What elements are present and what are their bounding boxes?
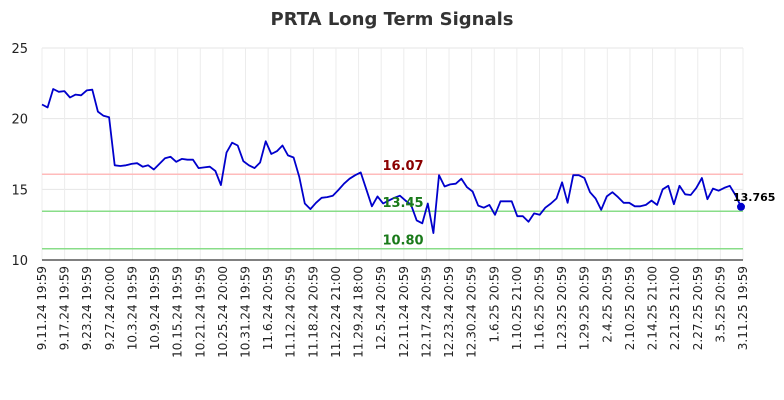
x-tick-label: 11.6.24 20:59	[261, 266, 275, 350]
x-tick-label: 1.29.25 20:59	[578, 266, 592, 350]
reference-line-label: 13.45	[382, 196, 423, 211]
x-axis-ticks: 9.11.24 19:59 9.17.24 19:59 9.23.24 19:59 9…	[35, 266, 750, 358]
reference-lines	[42, 173, 743, 250]
x-tick-label: 10.15.24 19:59	[171, 266, 185, 358]
x-tick-label: 9.11.24 19:59	[35, 266, 49, 350]
grid	[41, 47, 744, 261]
x-tick-label: 11.12.24 20:59	[284, 266, 298, 358]
x-tick-label: 10.25.24 20:00	[216, 266, 230, 358]
x-tick-label: 10.3.24 19:59	[125, 266, 139, 350]
last-value-label: 13.765	[733, 191, 775, 204]
x-tick-label: 12.5.24 20:59	[374, 266, 388, 350]
y-tick-label: 15	[11, 183, 28, 198]
x-tick-label: 1.23.25 20:59	[555, 266, 569, 350]
last-point-marker	[737, 202, 745, 211]
y-axis-ticks: 10 15 20 25	[11, 42, 28, 269]
x-tick-label: 9.17.24 19:59	[58, 266, 72, 350]
x-tick-label: 11.18.24 20:59	[306, 266, 320, 358]
x-tick-label: 1.10.25 21:00	[510, 266, 524, 350]
y-tick-label: 10	[11, 254, 28, 269]
x-tick-label: 10.9.24 19:59	[148, 266, 162, 350]
chart-title: PRTA Long Term Signals	[271, 9, 514, 30]
x-tick-label: 3.11.25 19:59	[736, 266, 750, 350]
x-tick-label: 2.10.25 20:59	[623, 266, 637, 350]
x-tick-label: 10.21.24 19:59	[193, 266, 207, 358]
series-line	[41, 88, 742, 235]
x-tick-label: 12.23.24 20:59	[442, 266, 456, 358]
x-tick-label: 12.17.24 20:59	[419, 266, 433, 358]
x-tick-label: 2.14.25 21:00	[646, 266, 660, 350]
x-tick-label: 1.6.25 20:59	[487, 266, 501, 343]
y-tick-label: 20	[11, 113, 28, 128]
x-tick-label: 10.31.24 19:59	[239, 266, 253, 358]
x-tick-label: 9.27.24 20:00	[103, 266, 117, 350]
x-tick-label: 11.29.24 18:00	[352, 266, 366, 358]
annotations: 16.07 13.45 10.80 13.765	[382, 159, 775, 248]
x-tick-label: 9.23.24 19:59	[80, 266, 94, 350]
reference-line-label: 10.80	[382, 234, 423, 249]
x-tick-label: 12.11.24 20:59	[397, 266, 411, 358]
x-tick-label: 2.27.25 20:59	[691, 266, 705, 350]
x-tick-label: 3.5.25 20:59	[713, 266, 727, 343]
x-tick-label: 11.22.24 21:00	[329, 266, 343, 358]
x-tick-label: 2.21.25 21:00	[668, 266, 682, 350]
reference-line-label: 16.07	[382, 159, 423, 174]
x-tick-label: 1.16.25 20:59	[532, 266, 546, 350]
x-tick-label: 2.4.25 20:59	[600, 266, 614, 343]
series-layer	[41, 88, 745, 235]
y-tick-label: 25	[11, 42, 28, 57]
x-tick-label: 12.30.24 20:59	[465, 266, 479, 358]
